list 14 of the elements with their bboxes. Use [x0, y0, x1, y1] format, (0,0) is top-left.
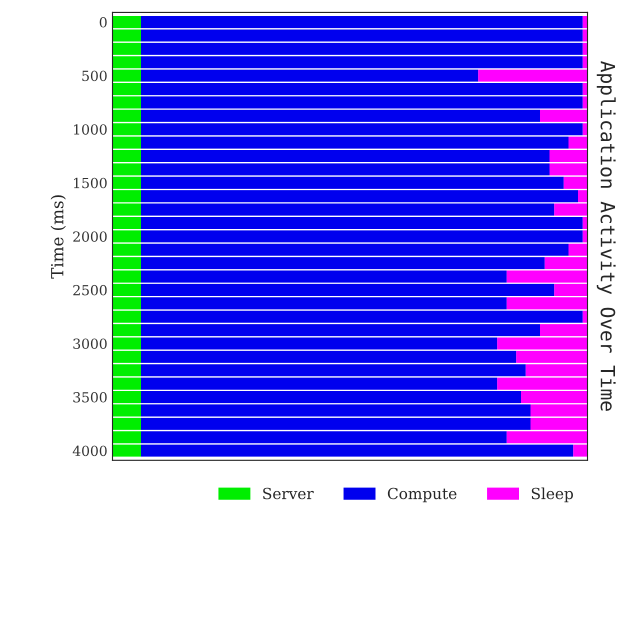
y-axis-title: Time (ms) — [50, 195, 66, 279]
y-tick-label: 500 — [82, 70, 107, 82]
y-tick-label: 4000 — [72, 446, 107, 456]
y-tick-label: 2500 — [73, 284, 107, 296]
y-tick-label: 3000 — [73, 338, 107, 349]
legend-label: Sleep — [532, 487, 573, 502]
text: Application Activity Over Time — [596, 61, 616, 411]
legend-label: Compute — [388, 488, 456, 502]
y-tick-label: 0 — [100, 17, 107, 28]
y-tick-label: 1500 — [74, 178, 107, 188]
y-tick-label: 2000 — [73, 231, 107, 242]
y-tick-label: 1000 — [74, 124, 107, 135]
legend-label: Server — [263, 488, 314, 500]
y-tick-label: 3500 — [73, 392, 107, 403]
